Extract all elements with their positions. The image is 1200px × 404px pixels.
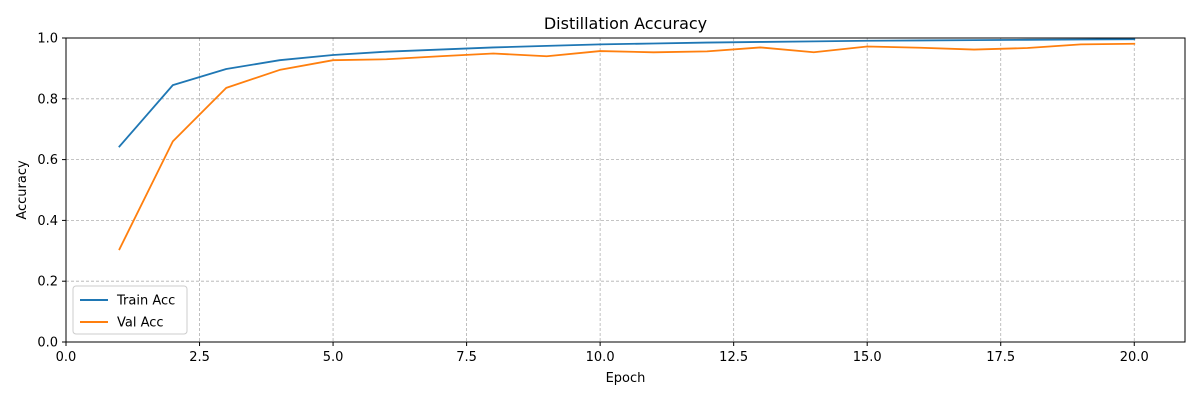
y-tick-label: 0.6 (37, 153, 58, 168)
legend: Train Acc Val Acc (72, 285, 188, 335)
plot-area-frame (65, 37, 1186, 343)
x-tick-label: 0.0 (56, 350, 77, 365)
x-axis-label: Epoch (606, 371, 646, 386)
x-tick-label: 10.0 (586, 350, 615, 365)
x-tick-label: 12.5 (719, 350, 748, 365)
x-tick-label: 20.0 (1120, 350, 1149, 365)
y-tick-label: 0.4 (37, 214, 58, 229)
x-axis-ticks: 0.0 2.5 5.0 7.5 10.0 12.5 15.0 17.5 20.0 (56, 342, 1149, 365)
x-tick-label: 15.0 (853, 350, 882, 365)
y-axis-ticks: 0.0 0.2 0.4 0.6 0.8 1.0 (37, 32, 66, 351)
legend-label-val: Val Acc (117, 316, 164, 331)
y-tick-label: 1.0 (37, 32, 58, 47)
x-tick-label: 5.0 (323, 350, 344, 365)
series-line-train (118, 38, 1136, 148)
chart-title: Distillation Accuracy (544, 14, 707, 33)
series-lines (118, 38, 1136, 251)
y-tick-label: 0.8 (37, 92, 58, 107)
y-axis-label: Accuracy (15, 160, 30, 220)
y-tick-label: 0.0 (37, 336, 58, 351)
legend-label-train: Train Acc (116, 294, 175, 309)
x-tick-label: 7.5 (456, 350, 477, 365)
x-tick-label: 17.5 (986, 350, 1015, 365)
x-tick-label: 2.5 (189, 350, 210, 365)
y-tick-label: 0.2 (37, 275, 58, 290)
series-line-val (118, 42, 1136, 251)
